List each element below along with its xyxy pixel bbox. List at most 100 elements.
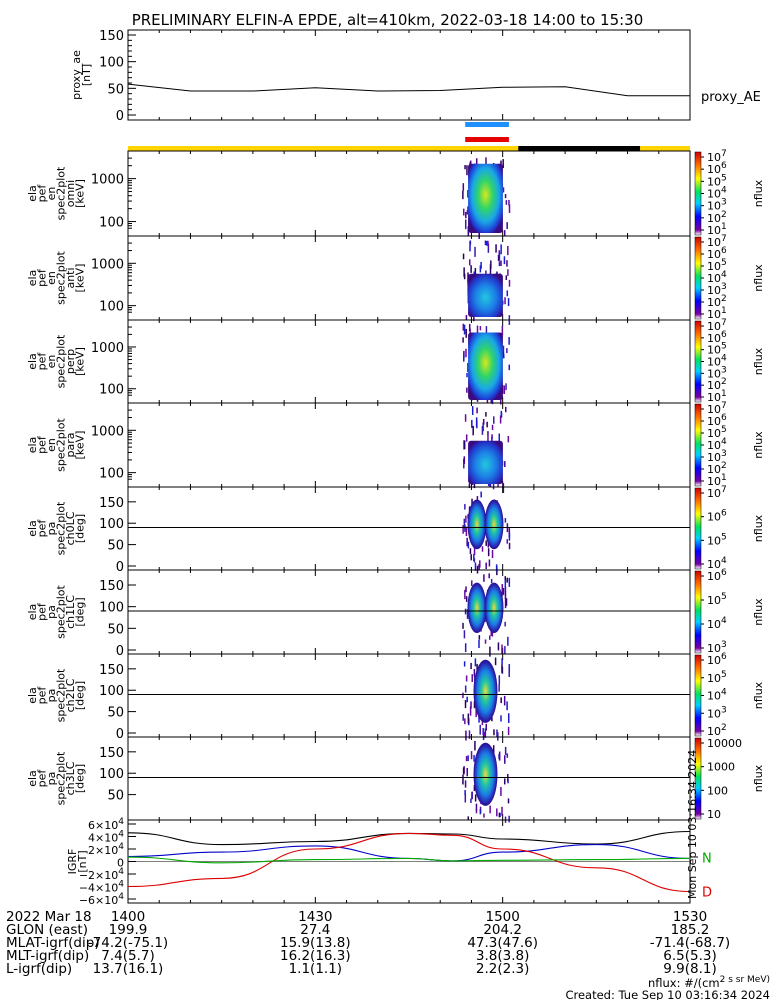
footer-created: Created: Tue Sep 10 03:16:34 2024: [565, 988, 770, 1000]
ephemeris-value: 199.9: [109, 922, 148, 938]
panel-ylabel: ela: [26, 185, 39, 202]
spectrogram-speckle: [470, 662, 472, 670]
panel-ylabel: pa: [45, 605, 58, 619]
panel-ylabel: ch2LC: [64, 678, 77, 712]
spectrogram-speckle: [502, 345, 505, 355]
spectrogram-speckle: [482, 422, 484, 432]
spectrogram-speckle: [467, 272, 469, 282]
ephemeris-row-label: MLAT-igrf(dip): [6, 935, 100, 951]
y-tick-label: 150: [99, 663, 124, 678]
spectrogram-speckle: [467, 755, 469, 762]
spectrogram-speckle: [464, 793, 467, 803]
colorbar-tick-label: 104: [707, 616, 727, 631]
spectrogram-speckle: [498, 252, 501, 261]
colorbar-ch3LC: [694, 737, 702, 820]
panel-ylabel: ch1LC: [64, 595, 77, 629]
spectrogram-speckle: [500, 412, 503, 418]
y-tick-label: 100: [99, 216, 124, 231]
spectrogram-speckle: [467, 816, 470, 821]
spectrogram-speckle: [466, 696, 468, 703]
spectrogram-speckle: [500, 786, 502, 796]
spectrogram-speckle: [506, 753, 509, 758]
spectrogram-speckle: [474, 246, 476, 257]
spectrogram-speckle: [504, 587, 507, 592]
spectrogram-speckle: [470, 265, 472, 273]
spectrogram-speckle: [462, 525, 464, 534]
spectrogram-speckle: [487, 431, 489, 437]
spectrogram-speckle: [485, 157, 487, 168]
spectrogram-speckle: [506, 701, 508, 711]
panel-frame-para: [127, 402, 691, 488]
colorbar-title: nflux: [752, 431, 765, 459]
spectrogram-speckle: [467, 541, 470, 549]
spectrogram-speckle: [476, 407, 478, 414]
igrf-series-D: [127, 832, 691, 893]
panel-ylabel: omni: [64, 180, 77, 207]
spectrogram-speckle: [467, 190, 469, 198]
colorbar-tick-label: 105: [707, 670, 727, 685]
panel-ylabel: pef: [36, 435, 49, 454]
y-tick-label: 100: [99, 467, 124, 482]
colorbar-title: nflux: [752, 681, 765, 709]
colorbar-title: nflux: [752, 764, 765, 792]
spectrogram-speckle: [475, 417, 478, 428]
spectrogram-speckle: [483, 731, 486, 738]
spectrogram-speckle: [508, 577, 511, 587]
spectrogram-speckle: [505, 383, 507, 391]
colorbar-ch1LC: [694, 570, 702, 654]
spectrogram-speckle: [466, 165, 468, 176]
panel-ylabel: para: [64, 433, 77, 458]
spectrogram-speckle: [473, 784, 476, 791]
spectrogram-speckle: [476, 325, 479, 335]
spectrogram-speckle: [471, 580, 473, 587]
spectrogram-speckle: [471, 674, 473, 683]
ephemeris-value: -74.2(-75.1): [88, 935, 168, 951]
spectrogram-speckle: [504, 755, 506, 764]
panel-ylabel: anti: [64, 267, 77, 288]
spectrogram-speckle: [483, 574, 485, 582]
spectrogram-speckle: [503, 385, 506, 394]
spectrogram-speckle: [506, 260, 508, 267]
spectrogram-speckle: [464, 608, 467, 615]
y-tick-label: 50: [107, 622, 124, 637]
spectrogram-speckle: [479, 265, 482, 273]
spectrogram-speckle: [506, 577, 508, 583]
panel-frame-ch1LC: [127, 569, 691, 655]
panel-ylabel: spec2plot: [55, 418, 68, 472]
ephemeris-value: 27.4: [300, 922, 330, 938]
y-tick-label: 100: [99, 383, 124, 398]
spectrogram-speckle: [490, 578, 493, 584]
spectrogram-speckle: [470, 751, 473, 760]
panel-ylabel: en: [45, 355, 58, 369]
colorbar-anti: [694, 236, 702, 320]
panel-ylabel: spec2plot: [55, 334, 68, 388]
spectrogram-speckle: [483, 813, 485, 818]
spectrogram-speckle: [488, 559, 491, 567]
y-tick-label: 50: [107, 539, 124, 554]
spectrogram-speckle: [462, 774, 464, 785]
spectrogram-speckle: [466, 537, 468, 547]
colorbar-tick-label: 107: [707, 485, 727, 500]
colorbar-title: nflux: [752, 264, 765, 292]
spectrogram-speckle: [507, 636, 509, 646]
panel-ylabel: en: [45, 187, 58, 201]
spectrogram-speckle: [503, 695, 506, 706]
ephemeris-value: 1500: [485, 909, 519, 925]
ephemeris-value: 204.2: [483, 922, 522, 938]
spectrogram-speckle: [473, 558, 476, 563]
spectrogram-speckle: [465, 328, 467, 338]
spectrogram-speckle: [503, 256, 506, 265]
panel-ylabel: pa: [45, 522, 58, 536]
igrf-ylabel: [nT]: [76, 850, 89, 872]
spectrogram-speckle: [507, 246, 509, 256]
panel-ylabel: [deg]: [74, 681, 87, 710]
spectrogram-speckle: [504, 579, 507, 589]
spectrogram-speckle: [472, 425, 474, 436]
panel-ylabel: spec2plot: [55, 751, 68, 805]
panel-frame-proxy-ae: [127, 29, 691, 121]
spectrogram-speckle: [506, 290, 509, 297]
spectrogram-speckle: [468, 730, 471, 739]
spectrogram-speckle: [491, 717, 493, 722]
spectrogram-speckle: [475, 809, 478, 814]
